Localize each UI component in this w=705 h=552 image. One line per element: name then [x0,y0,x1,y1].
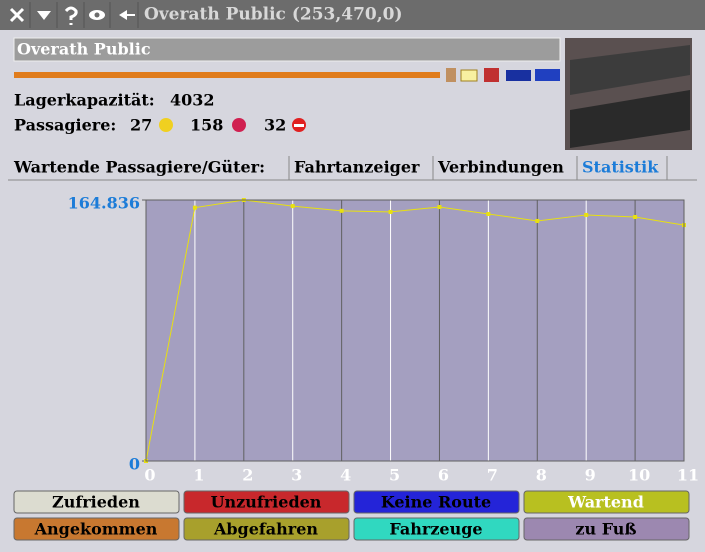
close-button[interactable] [9,7,25,23]
data-point [535,218,540,223]
window-title: Overath Public (253,470,0) [144,5,403,25]
x-tick-label: 10 [628,466,650,485]
data-point [192,205,197,210]
tab[interactable]: Verbindungen [437,158,564,177]
no-route-bar [294,124,304,127]
button-label[interactable]: Fahrzeuge [389,520,482,539]
thumbnail-roof [570,45,690,95]
x-tick-label: 9 [585,466,596,485]
pin-button[interactable] [119,10,135,20]
happy-icon [159,118,173,132]
x-tick-label: 11 [677,466,699,485]
help-button[interactable] [64,6,78,25]
y-tick-label: 0 [129,455,140,474]
thumbnail-roof [570,90,690,148]
name-field[interactable] [13,37,561,62]
unhappy-count: 158 [190,116,223,135]
plot-area [146,200,684,461]
toggle-button[interactable] [13,490,180,514]
x-tick-label: 0 [144,466,155,485]
x-tick-label: 5 [389,466,400,485]
capacity-bar [14,72,440,78]
data-point [437,205,442,210]
toggle-button[interactable] [13,517,180,541]
capacity-value: 4032 [170,91,215,110]
data-point [486,211,491,216]
x-tick-label: 4 [340,466,351,485]
y-tick-label: 164.836 [68,194,140,213]
x-tick-label: 6 [438,466,449,485]
toggle-button[interactable] [183,490,350,514]
x-tick-label: 2 [242,466,253,485]
toggle-button[interactable] [353,490,520,514]
passengers-label: Passagiere: [14,116,116,135]
button-label[interactable]: Angekommen [34,520,158,539]
tab[interactable]: Wartende Passagiere/Güter: [13,158,265,177]
data-point [584,212,589,217]
data-point [339,208,344,213]
station-name: Overath Public [17,40,151,59]
x-tick-label: 3 [291,466,302,485]
capacity-label: Lagerkapazität: [14,91,155,110]
no-route-count: 32 [264,116,286,135]
x-tick-label: 1 [193,466,204,485]
data-point [290,204,295,209]
data-line [145,199,685,462]
x-tick-label: 8 [536,466,547,485]
title-bar [0,0,705,30]
unhappy-icon [232,118,246,132]
toggle-button[interactable] [523,517,690,541]
button-label[interactable]: Keine Route [381,493,491,512]
button-label[interactable]: Abgefahren [213,520,318,539]
plot-border [145,199,685,462]
service-icons [446,68,560,82]
button-label[interactable]: Zufrieden [52,493,140,512]
x-tick-label: 7 [487,466,498,485]
happy-count: 27 [130,116,152,135]
view-button[interactable] [89,10,105,20]
data-point [633,214,638,219]
minimize-button[interactable] [37,11,51,20]
button-label[interactable]: zu Fuß [575,520,636,539]
toggle-button[interactable] [523,490,690,514]
toggle-button[interactable] [183,517,350,541]
button-label[interactable]: Unzufrieden [211,493,322,512]
toggle-button[interactable] [353,517,520,541]
data-point [388,209,393,214]
button-label[interactable]: Wartend [567,493,644,512]
tab[interactable]: Fahrtanzeiger [294,158,420,177]
tab[interactable]: Statistik [582,158,659,177]
